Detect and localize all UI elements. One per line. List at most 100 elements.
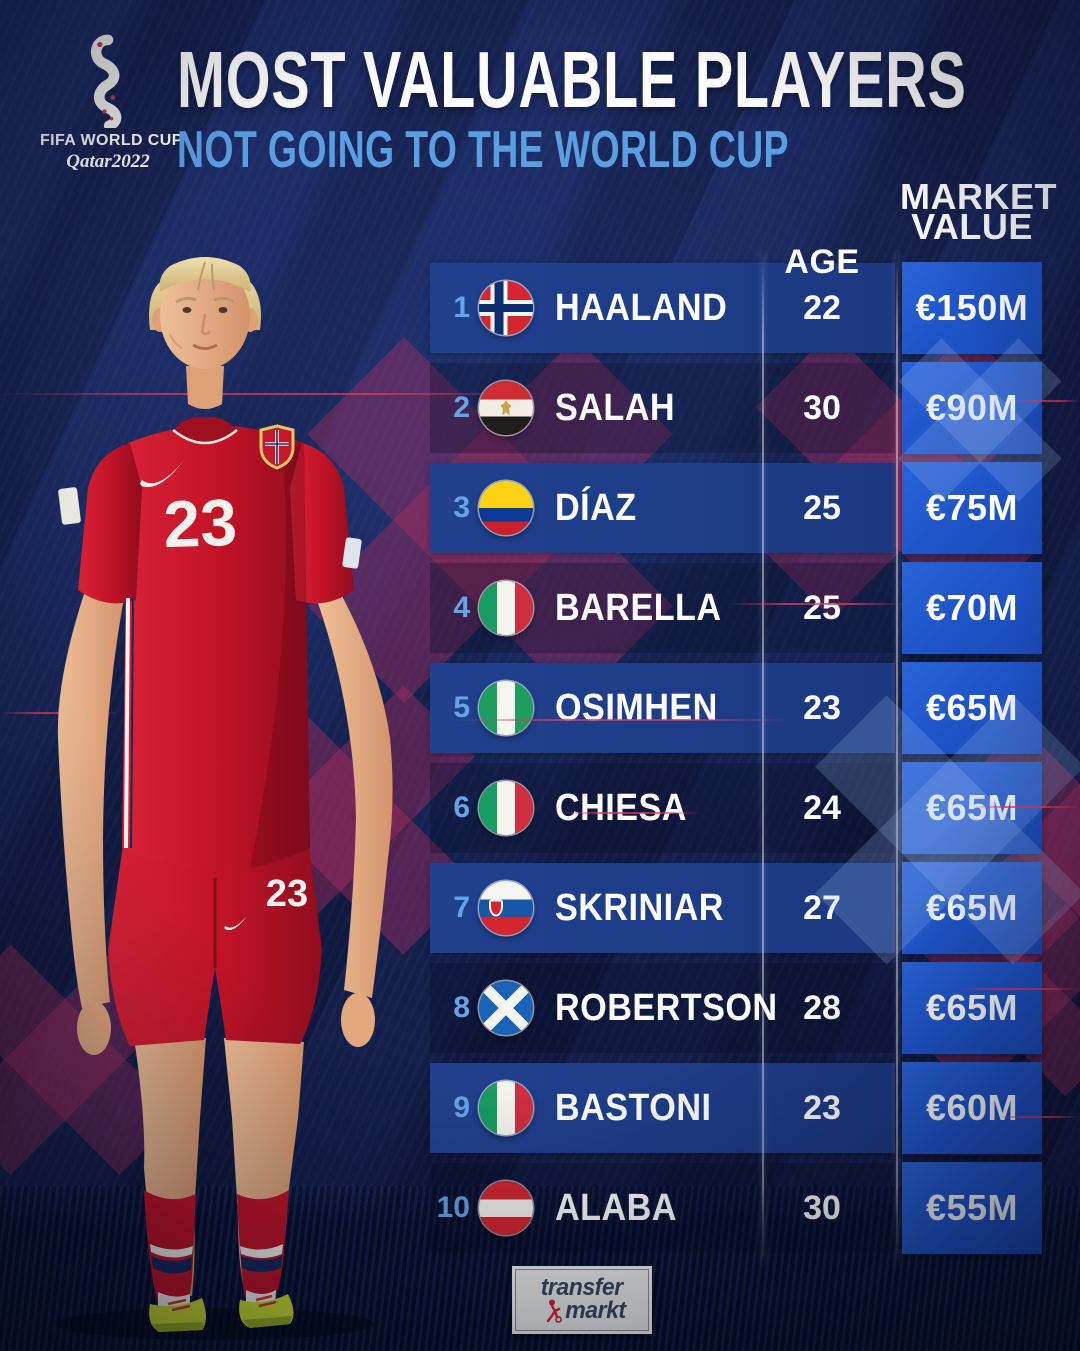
age-value: 24	[803, 789, 841, 827]
age-value: 23	[803, 689, 841, 727]
shorts-number: 23	[266, 873, 308, 915]
market-value-cell: €65M	[902, 862, 1042, 954]
player-shorts	[108, 838, 322, 1046]
transfermarkt-logo-line2: markt	[565, 1296, 626, 1324]
age-value: 25	[803, 489, 841, 527]
market-value-cell: €65M	[902, 762, 1042, 854]
player-name: ROBERTSON	[555, 987, 778, 1029]
market-value-cell: €65M	[902, 962, 1042, 1054]
kicker-figure-icon	[546, 1299, 562, 1324]
rank-number: 10	[436, 1191, 470, 1224]
norway-crest	[259, 424, 295, 470]
age-value: 23	[803, 1089, 841, 1127]
table-row-osimhen: 5 OSIMHEN 23 €65M	[430, 658, 1045, 758]
rank-number: 6	[453, 791, 470, 824]
fifa-world-cup-logo: FIFA WORLD CUP Qatar2022	[40, 34, 183, 173]
rank-number: 1	[453, 291, 470, 324]
player-name: DÍAZ	[555, 487, 637, 529]
nike-swoosh-icon	[140, 460, 184, 488]
qatar-2022-emblem-icon	[90, 34, 122, 128]
age-value: 30	[803, 1189, 841, 1227]
market-value-cell: €150M	[902, 262, 1042, 354]
red-x-watermark	[0, 940, 185, 1180]
player-name: SKRINIAR	[555, 887, 724, 929]
rank-number: 3	[453, 491, 470, 524]
flag-italy-icon	[479, 1081, 533, 1135]
market-value-cell: €70M	[902, 562, 1042, 654]
rank-number: 7	[453, 891, 470, 924]
flag-nigeria-icon	[479, 681, 533, 735]
player-name: ALABA	[555, 1187, 677, 1229]
rank-number: 4	[453, 591, 470, 624]
age-value: 27	[803, 889, 841, 927]
market-value: €65M	[925, 787, 1019, 828]
title-block: MOST VALUABLE PLAYERS NOT GOING TO THE W…	[177, 35, 1080, 179]
market-value-cell: €65M	[902, 662, 1042, 754]
flag-colombia-icon	[479, 481, 533, 535]
age-value: 28	[803, 989, 841, 1027]
player-left-arm	[318, 596, 393, 998]
market-value-cell: €60M	[902, 1062, 1042, 1154]
player-name: BASTONI	[555, 1087, 712, 1129]
flag-norway-icon	[479, 281, 533, 335]
flag-egypt-icon	[479, 381, 533, 435]
flag-italy-icon	[479, 781, 533, 835]
market-value: €60M	[925, 1087, 1019, 1128]
market-value: €90M	[925, 387, 1019, 428]
transfermarkt-logo-line1: transfer	[541, 1273, 623, 1301]
page-subtitle: NOT GOING TO THE WORLD CUP	[177, 121, 789, 179]
column-header-age: AGE	[784, 243, 860, 281]
market-value: €70M	[925, 587, 1019, 628]
age-value: 30	[803, 389, 841, 427]
market-value-header-line2: VALUE	[911, 206, 1033, 247]
jersey-number: 23	[162, 485, 238, 562]
player-name: BARELLA	[555, 587, 722, 629]
table-row-robertson: 8 ROBERTSON 28 €65M	[430, 958, 1045, 1058]
table-row-bastoni: 9 BASTONI 23 €60M	[430, 1058, 1045, 1158]
player-photo-haaland: 23 23	[55, 257, 393, 1340]
qatar-2022-label: Qatar2022	[66, 151, 150, 172]
market-value-cell: €75M	[902, 462, 1042, 554]
player-hair	[159, 257, 251, 292]
sleeve-patch	[58, 487, 81, 525]
market-value: €65M	[925, 987, 1019, 1028]
sleeve-patch	[342, 537, 362, 569]
flag-slovakia-icon	[479, 881, 533, 935]
rank-number: 9	[453, 1091, 470, 1124]
rank-number: 2	[453, 391, 470, 424]
player-hair-back	[149, 262, 261, 330]
market-value: €65M	[925, 887, 1019, 928]
table-row-haaland: 1 HAALAND 22 €150M	[430, 258, 1045, 358]
player-name: HAALAND	[555, 287, 728, 329]
column-header-market-value: MARKET VALUE	[900, 179, 1056, 247]
player-right-arm	[57, 588, 124, 1008]
market-value: €150M	[915, 287, 1029, 328]
players-table: 1 HAALAND 22 €150M 2 SALAH 30 €90M 3 DÍAZ 25 €75M 4 B…	[430, 252, 1045, 1264]
market-value: €55M	[925, 1187, 1019, 1228]
table-row-salah: 2 SALAH 30 €90M	[430, 358, 1045, 458]
rank-number: 5	[453, 691, 470, 724]
market-value: €65M	[925, 687, 1019, 728]
table-row-alaba: 10 ALABA 30 €55M	[430, 1158, 1045, 1258]
age-value: 25	[803, 589, 841, 627]
table-row-skriniar: 7 SKRINIAR 27 €65M	[430, 858, 1045, 958]
player-name: OSIMHEN	[555, 687, 718, 729]
transfermarkt-logo: transfer markt	[512, 1266, 652, 1334]
page-title: MOST VALUABLE PLAYERS	[177, 35, 967, 124]
player-face	[160, 263, 250, 369]
flag-italy-icon	[479, 581, 533, 635]
rank-number: 8	[453, 991, 470, 1024]
flag-scotland-icon	[479, 981, 533, 1035]
flag-austria-icon	[479, 1181, 533, 1235]
table-row-barella: 4 BARELLA 25 €70M	[430, 558, 1045, 658]
table-row-díaz: 3 DÍAZ 25 €75M	[430, 458, 1045, 558]
market-value-cell: €55M	[902, 1162, 1042, 1254]
table-row-chiesa: 6 CHIESA 24 €65M	[430, 758, 1045, 858]
fifa-world-cup-label: FIFA WORLD CUP	[40, 132, 183, 149]
red-scratch-line	[0, 712, 120, 714]
player-name: SALAH	[555, 387, 676, 429]
player-jersey	[122, 425, 310, 869]
market-value-cell: €90M	[902, 362, 1042, 454]
market-value: €75M	[925, 487, 1019, 528]
